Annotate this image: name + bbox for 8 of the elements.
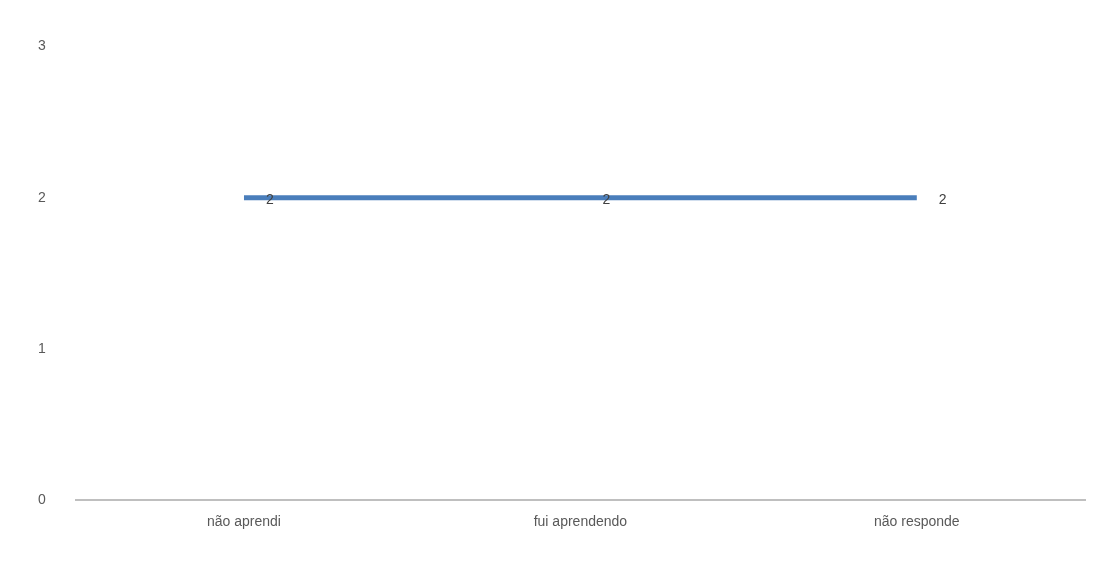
y-tick-label: 2 bbox=[37, 188, 46, 205]
y-tick-label: 1 bbox=[37, 339, 46, 356]
data-label: 2 bbox=[938, 190, 947, 207]
y-tick-label: 3 bbox=[37, 37, 46, 54]
x-tick-label: não responde bbox=[873, 513, 960, 530]
y-tick-label: 0 bbox=[37, 491, 46, 508]
x-tick-label: fui aprendendo bbox=[533, 513, 628, 530]
x-tick-label: não aprendi bbox=[207, 513, 281, 530]
